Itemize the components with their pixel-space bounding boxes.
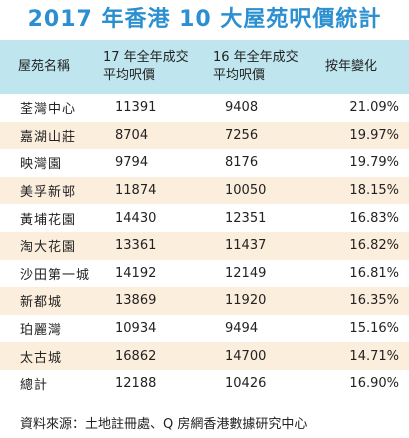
estate-name-cell: 新都城 <box>20 295 63 311</box>
price-2017-cell: 11391 <box>115 100 157 116</box>
price-2017-cell: 14192 <box>115 265 157 281</box>
yoy-change-cell: 14.71% <box>349 348 399 364</box>
price-2016-cell: 7256 <box>225 127 259 143</box>
price-2016-cell: 9408 <box>225 100 259 116</box>
yoy-change-cell: 19.79% <box>349 155 399 171</box>
table-row: 黃埔花園 14430 12351 16.83% <box>0 204 409 232</box>
table-row: 美孚新邨 11874 10050 18.15% <box>0 176 409 205</box>
estate-name-cell: 沙田第一城 <box>20 267 91 283</box>
yoy-change-cell: 16.81% <box>349 265 399 281</box>
table-row: 淘大花園 13361 11437 16.82% <box>0 231 409 260</box>
estate-name-cell: 美孚新邨 <box>20 185 77 201</box>
estate-name-cell: 珀麗灣 <box>20 323 63 339</box>
source-note: 資料來源：土地註冊處、Q 房網香港數據研究中心 <box>0 412 409 438</box>
estate-name-cell: 黃埔花園 <box>20 212 77 228</box>
estate-name-cell: 嘉湖山莊 <box>20 129 77 145</box>
table-row: 太古城 16862 14700 14.71% <box>0 342 409 370</box>
price-2016-cell: 11920 <box>225 293 267 309</box>
yoy-change-cell: 19.97% <box>349 127 399 143</box>
yoy-change-cell: 16.90% <box>349 376 399 392</box>
header-2017-price: 17 年全年成交 平均呎價 <box>93 40 203 94</box>
header-2016-price-line: 16 年全年成交 <box>213 50 299 65</box>
price-table: 屋苑名稱 17 年全年成交 平均呎價 16 年全年成交 平均呎價 按年變化 荃灣中心 113… <box>0 40 409 398</box>
price-2016-cell: 8176 <box>225 155 259 171</box>
estate-name-cell: 荃灣中心 <box>20 102 77 118</box>
price-2017-cell: 13361 <box>115 238 157 254</box>
header-row: 屋苑名稱 17 年全年成交 平均呎價 16 年全年成交 平均呎價 按年變化 <box>0 40 409 94</box>
price-2017-cell: 8704 <box>115 127 149 143</box>
price-2017-cell: 12188 <box>115 376 157 392</box>
yoy-change-cell: 18.15% <box>349 183 399 199</box>
header-2017-price-line: 17 年全年成交 <box>103 50 189 65</box>
price-2017-cell: 9794 <box>115 155 149 171</box>
price-2016-cell: 14700 <box>225 348 267 364</box>
header-name-line: 屋苑名稱 <box>18 59 71 74</box>
header-2017-price-line: 平均呎價 <box>103 68 156 83</box>
header-name: 屋苑名稱 <box>0 40 93 94</box>
header-2016-price-line: 平均呎價 <box>213 68 266 83</box>
table-row: 映灣園 9794 8176 19.79% <box>0 149 409 177</box>
estate-name-cell: 太古城 <box>20 350 63 366</box>
price-2016-cell: 9494 <box>225 321 259 337</box>
table-row: 荃灣中心 11391 9408 21.09% <box>0 94 409 122</box>
table-row: 嘉湖山莊 8704 7256 19.97% <box>0 121 409 150</box>
price-2016-cell: 12351 <box>225 210 267 226</box>
price-2016-cell: 12149 <box>225 265 267 281</box>
yoy-change-cell: 16.83% <box>349 210 399 226</box>
yoy-change-cell: 21.09% <box>349 100 399 116</box>
yoy-change-cell: 15.16% <box>349 321 399 337</box>
table-row: 珀麗灣 10934 9494 15.16% <box>0 314 409 343</box>
chart-title: 2017 年香港 10 大屋苑呎價統計 <box>27 7 382 32</box>
table-header: 屋苑名稱 17 年全年成交 平均呎價 16 年全年成交 平均呎價 按年變化 <box>0 40 409 94</box>
table-row: 沙田第一城 14192 12149 16.81% <box>0 259 409 288</box>
total-row: 總計 12188 10426 16.90% <box>0 369 409 398</box>
price-2017-cell: 13869 <box>115 293 157 309</box>
table-row: 新都城 13869 11920 16.35% <box>0 287 409 315</box>
estate-name-cell: 總計 <box>20 378 49 394</box>
yoy-change-cell: 16.82% <box>349 238 399 254</box>
price-2016-cell: 10426 <box>225 376 267 392</box>
yoy-change-cell: 16.35% <box>349 293 399 309</box>
price-2017-cell: 16862 <box>115 348 157 364</box>
header-change-line: 按年變化 <box>325 59 378 74</box>
estate-name-cell: 淘大花園 <box>20 240 77 256</box>
price-2016-cell: 10050 <box>225 183 267 199</box>
price-2016-cell: 11437 <box>225 238 267 254</box>
price-2017-cell: 14430 <box>115 210 157 226</box>
price-2017-cell: 10934 <box>115 321 157 337</box>
header-2016-price: 16 年全年成交 平均呎價 <box>203 40 313 94</box>
price-2017-cell: 11874 <box>115 183 157 199</box>
table-body: 荃灣中心 11391 9408 21.09% 嘉湖山莊 8704 7256 19.97% 映灣園… <box>0 94 409 398</box>
estate-name-cell: 映灣園 <box>20 157 63 173</box>
header-change: 按年變化 <box>313 40 409 94</box>
